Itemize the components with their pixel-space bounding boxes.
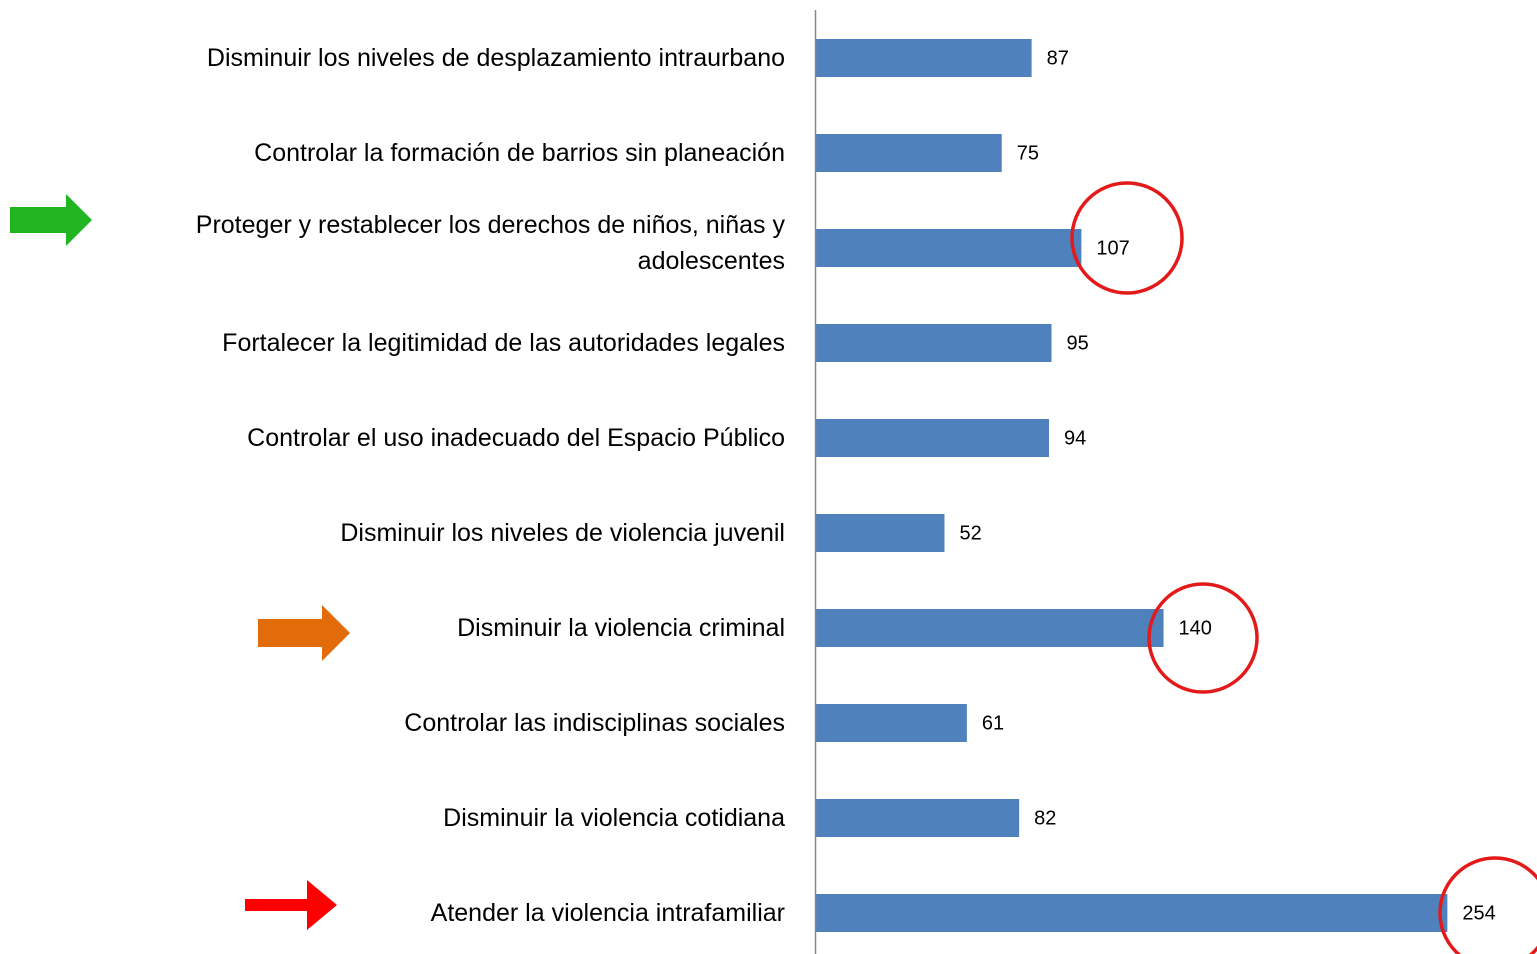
bar xyxy=(815,609,1164,647)
orange-arrow xyxy=(258,605,350,661)
value-label: 107 xyxy=(1096,237,1129,259)
value-label: 82 xyxy=(1034,807,1056,829)
category-label: Disminuir los niveles de desplazamiento … xyxy=(206,44,785,72)
category-label: Disminuir los niveles de violencia juven… xyxy=(340,519,785,547)
bar xyxy=(815,704,967,742)
bar xyxy=(815,894,1448,932)
red-arrow xyxy=(245,880,337,930)
value-label: 254 xyxy=(1462,902,1495,924)
bar xyxy=(815,229,1082,267)
value-label: 87 xyxy=(1047,47,1069,69)
category-label: Fortalecer la legitimidad de las autorid… xyxy=(222,329,785,357)
highlight-circle xyxy=(1147,582,1259,694)
value-label: 140 xyxy=(1179,617,1212,639)
bar xyxy=(815,324,1052,362)
category-label: Controlar la formación de barrios sin pl… xyxy=(254,139,785,167)
category-label: Disminuir la violencia criminal xyxy=(457,614,785,642)
highlight-circle xyxy=(1070,181,1184,295)
category-label: Controlar las indisciplinas sociales xyxy=(404,709,785,737)
bar xyxy=(815,799,1020,837)
category-label: Disminuir la violencia cotidiana xyxy=(443,804,785,832)
bar xyxy=(815,514,945,552)
value-label: 75 xyxy=(1017,142,1039,164)
value-label: 94 xyxy=(1064,427,1086,449)
value-label: 52 xyxy=(959,522,981,544)
bar xyxy=(815,39,1032,77)
value-label: 61 xyxy=(982,712,1004,734)
category-label: Controlar el uso inadecuado del Espacio … xyxy=(247,424,785,452)
bar xyxy=(815,134,1002,172)
value-label: 95 xyxy=(1067,332,1089,354)
bar xyxy=(815,419,1050,457)
highlight-circle xyxy=(1438,856,1537,954)
category-label: Atender la violencia intrafamiliar xyxy=(430,899,785,927)
category-label: Proteger y restablecer los derechos de n… xyxy=(195,211,785,275)
green-arrow xyxy=(10,194,92,246)
